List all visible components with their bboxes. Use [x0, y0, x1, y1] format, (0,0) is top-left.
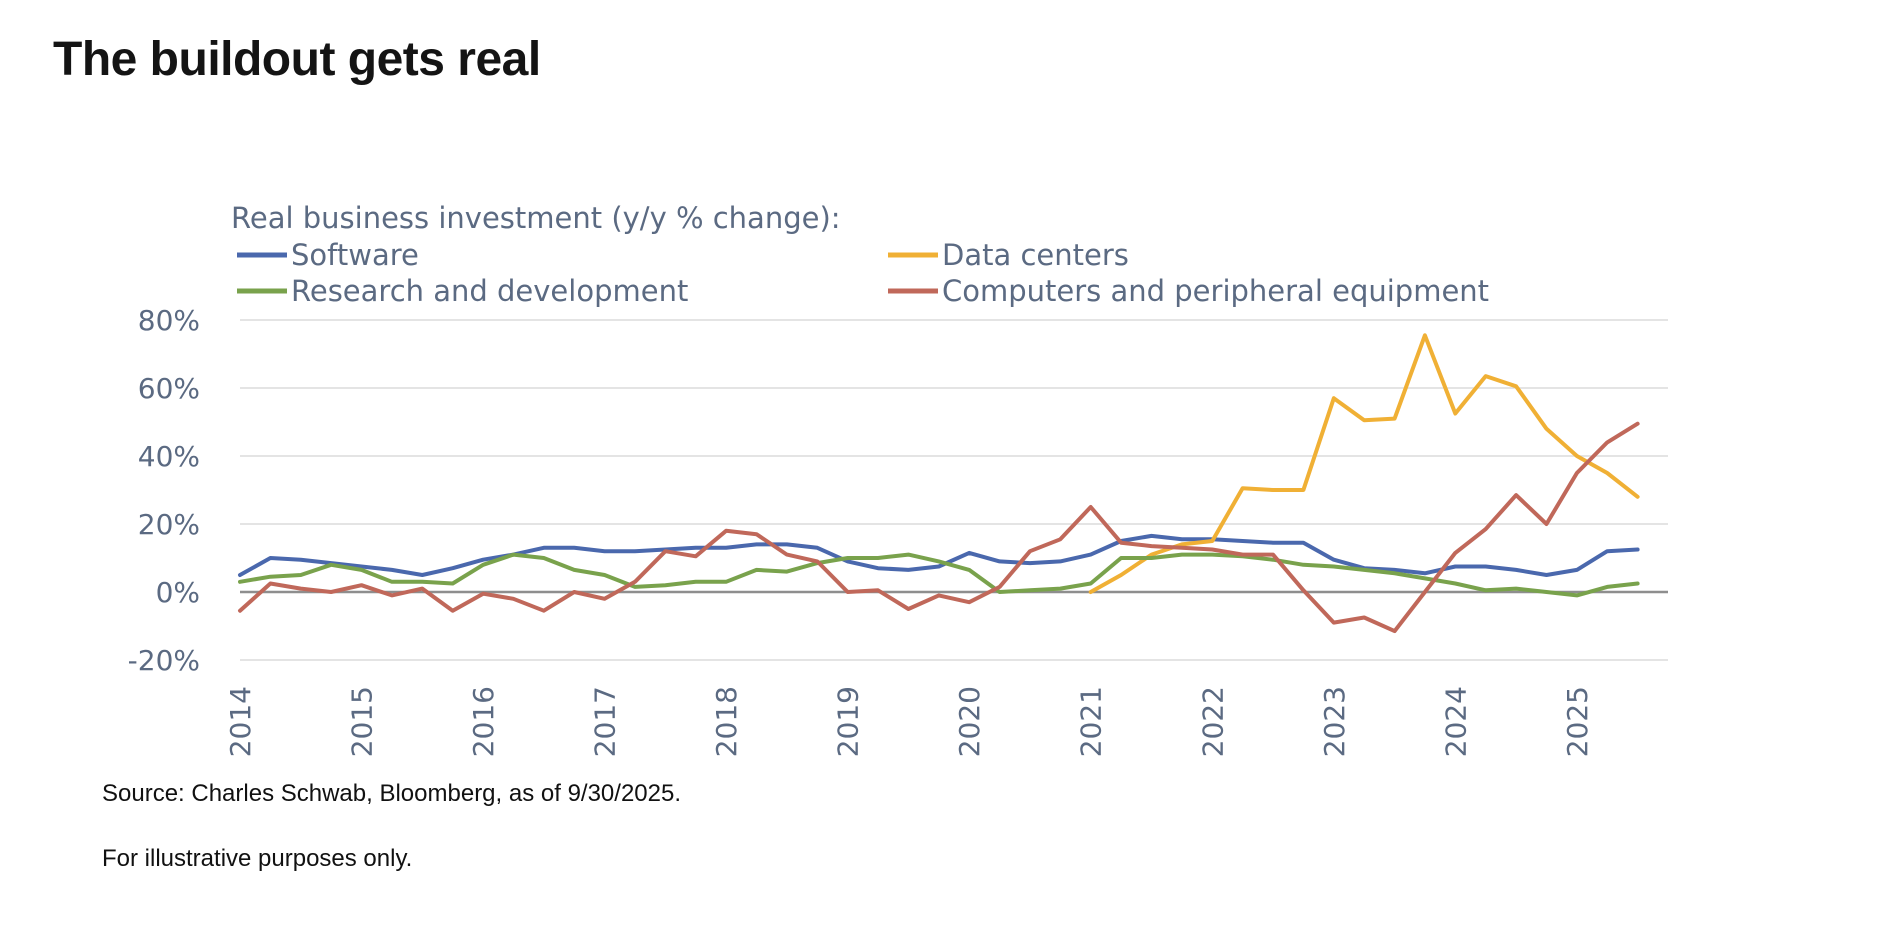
source-note: Source: Charles Schwab, Bloomberg, as of… — [102, 780, 681, 807]
legend-label: Software — [291, 238, 419, 272]
legend-item-computers-and-peripheral-equipment: Computers and peripheral equipment — [888, 274, 1489, 308]
y-tick-label: 0% — [156, 576, 200, 609]
series-line-software — [238, 533, 1640, 577]
legend-label: Research and development — [291, 274, 688, 308]
gridlines — [240, 319, 1668, 661]
series-lines — [238, 333, 1640, 634]
x-tick-label: 2018 — [710, 686, 743, 757]
legend-label: Data centers — [942, 238, 1129, 272]
page-title: The buildout gets real — [53, 33, 541, 86]
y-tick-label: 20% — [138, 508, 200, 541]
legend-label: Computers and peripheral equipment — [942, 274, 1489, 308]
y-tick-label: 80% — [138, 304, 200, 337]
x-tick-label: 2024 — [1439, 686, 1472, 757]
x-tick-label: 2017 — [589, 686, 622, 757]
legend-item-research-and-development: Research and development — [237, 274, 688, 308]
line-chart: Real business investment (y/y % change):… — [128, 201, 1668, 757]
series-line-research-and-development — [238, 552, 1640, 598]
x-tick-label: 2016 — [467, 686, 500, 757]
series-line-data-centers — [1088, 333, 1640, 594]
chart-title: Real business investment (y/y % change): — [231, 201, 841, 235]
x-tick-label: 2014 — [224, 686, 257, 757]
y-tick-label: -20% — [128, 644, 200, 677]
x-tick-label: 2022 — [1196, 686, 1229, 757]
legend-item-software: Software — [237, 238, 419, 272]
y-axis: 80% 60% 40% 20% 0% -20% — [128, 304, 200, 677]
legend-item-data-centers: Data centers — [888, 238, 1129, 272]
legend: Software Data centers Research and develop… — [237, 238, 1489, 308]
disclaimer-note: For illustrative purposes only. — [102, 845, 413, 872]
x-tick-label: 2021 — [1075, 686, 1108, 757]
x-tick-label: 2023 — [1318, 686, 1351, 757]
series-line-computers-and-peripheral-equipment — [238, 421, 1640, 634]
x-tick-label: 2019 — [832, 686, 865, 757]
x-tick-label: 2015 — [346, 686, 379, 757]
y-tick-label: 60% — [138, 372, 200, 405]
y-tick-label: 40% — [138, 440, 200, 473]
x-axis: 2014 2015 2016 2017 2018 2019 2020 2021 2022 2023… — [224, 686, 1594, 757]
x-tick-label: 2025 — [1561, 686, 1594, 757]
x-tick-label: 2020 — [953, 686, 986, 757]
